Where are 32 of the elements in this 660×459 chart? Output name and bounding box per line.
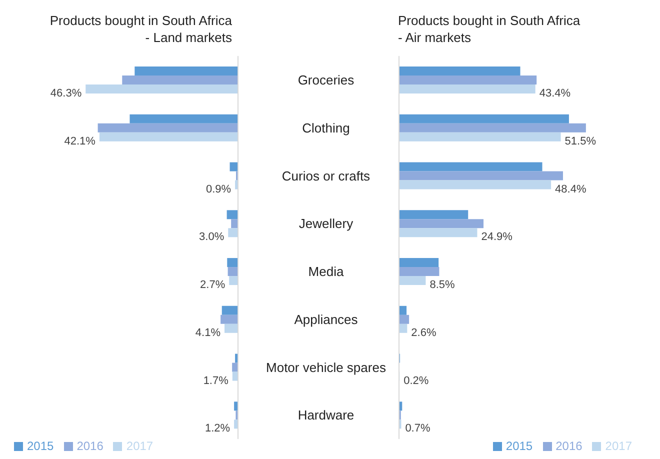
data-label: 0.9%	[206, 183, 232, 196]
data-label: 2.6%	[411, 326, 436, 339]
legend-label: 2015	[27, 439, 54, 453]
data-label: 1.2%	[204, 422, 230, 435]
data-label: 48.4%	[555, 183, 586, 196]
legend-label: 2017	[126, 439, 154, 453]
y-tick-label: Motor vehicle spares	[266, 360, 386, 375]
y-tick-label: Curios or crafts	[282, 168, 371, 184]
data-label: 24.9%	[481, 231, 513, 244]
data-label: 0.7%	[405, 422, 430, 435]
legend-label: 2016	[556, 439, 582, 453]
data-label: 43.4%	[539, 88, 571, 100]
data-label: 0.2%	[404, 374, 429, 387]
legend-label: 2015	[506, 439, 533, 453]
data-label: 4.1%	[195, 326, 221, 339]
data-label: 46.3%	[50, 88, 82, 100]
y-tick-label: Hardware	[298, 408, 354, 423]
data-label: 3.0%	[199, 231, 224, 244]
data-label: 1.7%	[203, 374, 229, 387]
y-tick-label: Groceries	[298, 72, 355, 88]
chart-title: Products bought in South Africa - Land markets	[48, 12, 232, 46]
legend-label: 2017	[605, 439, 632, 453]
data-label: 8.5%	[430, 279, 455, 292]
data-label: 51.5%	[564, 135, 596, 148]
y-tick-label: Appliances	[294, 312, 358, 327]
y-tick-label: Clothing	[302, 120, 350, 136]
legend-label: 2016	[76, 439, 104, 453]
y-tick-label: Media	[308, 264, 344, 280]
data-label: 2.7%	[200, 279, 226, 292]
data-label: 42.1%	[64, 135, 96, 148]
chart-title: Products bought in South Africa - Air markets	[398, 12, 582, 46]
y-tick-label: Jewellery	[298, 216, 354, 232]
